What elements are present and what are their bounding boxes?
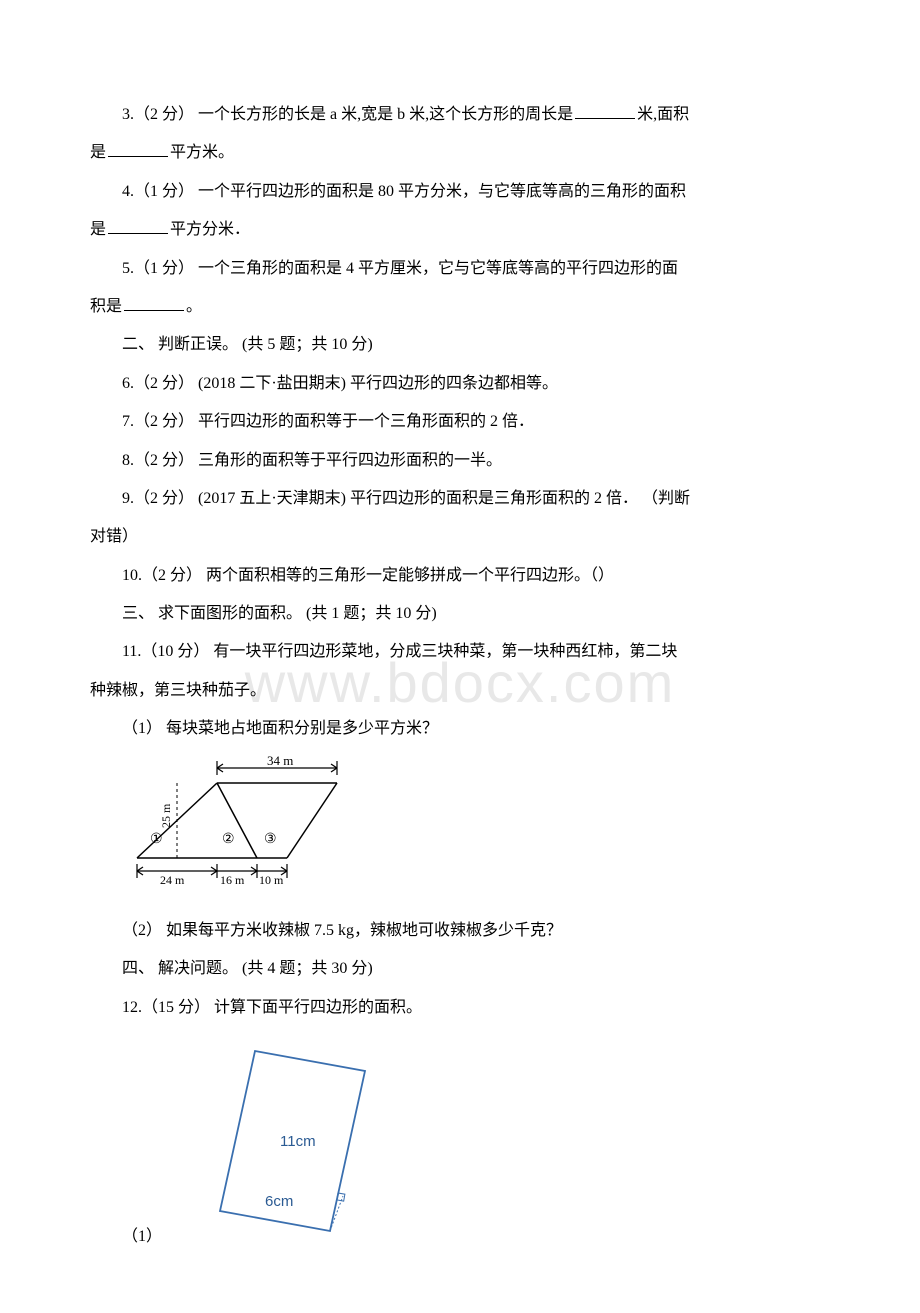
q11-line2: 种辣椒，第三块种茄子。 <box>90 676 830 706</box>
q4-line2: 是 平方分米． <box>90 215 830 245</box>
q3-text-a: 3.（2 分） 一个长方形的长是 a 米,宽是 b 米,这个长方形的周长是 <box>122 106 573 123</box>
q3-text-b: 米,面积 <box>637 106 689 123</box>
fig1-height-label: 25 m <box>159 803 173 828</box>
q6-text: 6.（2 分） (2018 二下·盐田期末) 平行四边形的四条边都相等。 <box>90 369 830 399</box>
q3-blank1 <box>575 103 635 119</box>
q3-blank2 <box>108 141 168 157</box>
q4-line1: 4.（1 分） 一个平行四边形的面积是 80 平方分米，与它等底等高的三角形的面… <box>90 177 830 207</box>
fig1-top-label: 34 m <box>267 753 293 768</box>
document-content: 3.（2 分） 一个长方形的长是 a 米,宽是 b 米,这个长方形的周长是 米,面… <box>90 100 830 1253</box>
figure-2-svg: 11cm 6cm <box>210 1041 380 1241</box>
q4-text-a: 4.（1 分） 一个平行四边形的面积是 80 平方分米，与它等底等高的三角形的面… <box>122 183 686 200</box>
q5-text-b: 积是 <box>90 298 122 315</box>
fig2-side: 11cm <box>280 1133 316 1150</box>
q12-figure-row: （1） 11cm 6cm <box>90 1031 830 1252</box>
q3-text-c: 是 <box>90 144 106 161</box>
q5-blank <box>124 295 184 311</box>
q12-text: 12.（15 分） 计算下面平行四边形的面积。 <box>90 993 830 1023</box>
q11-sub2: （2） 如果每平方米收辣椒 7.5 kg，辣椒地可收辣椒多少千克？ <box>90 916 830 946</box>
q11-line1: 11.（10 分） 有一块平行四边形菜地，分成三块种菜，第一块种西红柿，第二块 <box>90 637 830 667</box>
fig1-zone3: ③ <box>264 832 277 847</box>
q9-line1: 9.（2 分） (2017 五上·天津期末) 平行四边形的面积是三角形面积的 2… <box>90 484 830 514</box>
fig2-base: 6cm <box>265 1193 293 1210</box>
figure-1-svg: 34 m 25 m ① ② ③ <box>122 753 362 893</box>
fig1-zone1: ① <box>150 832 163 847</box>
q4-text-b: 是 <box>90 221 106 238</box>
fig1-zone2: ② <box>222 832 235 847</box>
q12-sub1-label: （1） <box>90 1222 162 1252</box>
q11-sub1: （1） 每块菜地占地面积分别是多少平方米？ <box>90 714 830 744</box>
figure-1: 34 m 25 m ① ② ③ <box>122 753 830 904</box>
q10-text: 10.（2 分） 两个面积相等的三角形一定能够拼成一个平行四边形。（） <box>90 561 830 591</box>
fig1-bottom1: 24 m <box>160 873 185 887</box>
q3-text-d: 平方米。 <box>170 144 234 161</box>
figure-2: 11cm 6cm <box>210 1041 380 1252</box>
q5-line2: 积是 。 <box>90 292 830 322</box>
q7-text: 7.（2 分） 平行四边形的面积等于一个三角形面积的 2 倍． <box>90 407 830 437</box>
section3-heading: 三、 求下面图形的面积。 (共 1 题；共 10 分) <box>90 599 830 629</box>
q8-text: 8.（2 分） 三角形的面积等于平行四边形面积的一半。 <box>90 446 830 476</box>
fig1-bottom2: 16 m <box>220 873 245 887</box>
fig1-bottom3: 10 m <box>259 873 284 887</box>
q5-text-a: 5.（1 分） 一个三角形的面积是 4 平方厘米，它与它等底等高的平行四边形的面 <box>122 260 678 277</box>
q4-blank <box>108 218 168 234</box>
q3-line1: 3.（2 分） 一个长方形的长是 a 米,宽是 b 米,这个长方形的周长是 米,面… <box>90 100 830 130</box>
section2-heading: 二、 判断正误。 (共 5 题；共 10 分) <box>90 330 830 360</box>
section4-heading: 四、 解决问题。 (共 4 题；共 30 分) <box>90 954 830 984</box>
q5-line1: 5.（1 分） 一个三角形的面积是 4 平方厘米，它与它等底等高的平行四边形的面 <box>90 254 830 284</box>
q3-line2: 是 平方米。 <box>90 138 830 168</box>
q4-text-c: 平方分米． <box>170 221 250 238</box>
q9-line2: 对错） <box>90 522 830 552</box>
q5-text-c: 。 <box>186 298 202 315</box>
